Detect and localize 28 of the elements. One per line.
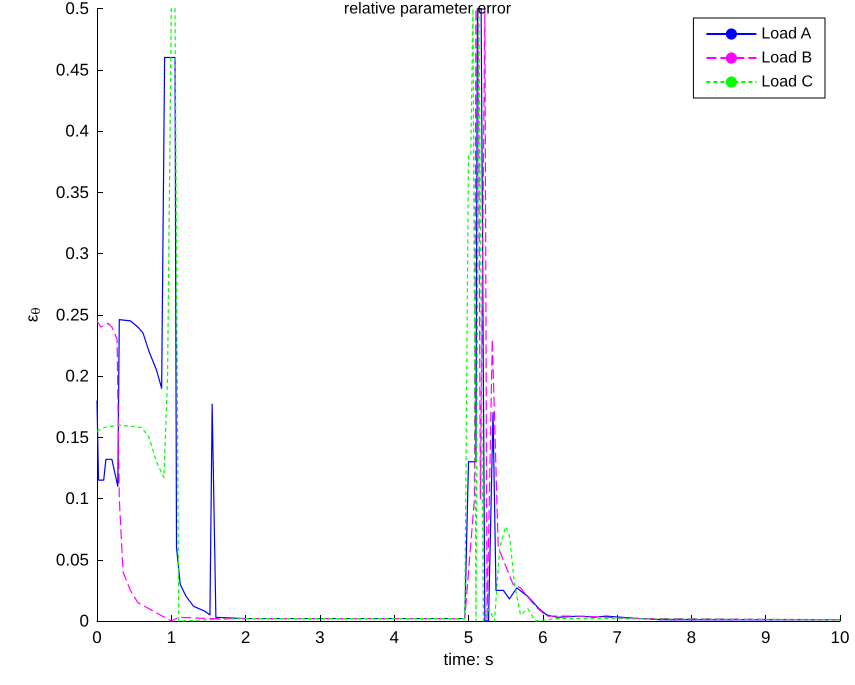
x-tick-label: 10 — [830, 628, 850, 647]
legend-label: Load A — [761, 26, 812, 42]
y-tick-label: 0.05 — [56, 550, 89, 570]
x-tick-label: 4 — [389, 628, 399, 647]
x-axis-title: time: s — [443, 650, 494, 669]
x-tick-label: 2 — [240, 628, 250, 647]
x-tick-label: 9 — [760, 628, 770, 647]
x-tick-label: 7 — [612, 628, 622, 647]
y-tick-label: 0.2 — [65, 366, 89, 386]
y-tick-label: 0.4 — [65, 122, 89, 140]
y-tick-label: 0.15 — [56, 428, 89, 447]
chart-title: relative parameter error — [344, 0, 512, 18]
y-tick-label: 0.3 — [65, 244, 89, 263]
x-tick-label: 8 — [686, 628, 696, 647]
legend-label: Load C — [761, 74, 813, 90]
y-tick-label: 0.1 — [65, 489, 89, 508]
y-tick-label: 0.25 — [56, 305, 89, 324]
x-tick-label: 6 — [538, 628, 548, 647]
y-tick-label: 0.35 — [56, 182, 89, 202]
y-tick-label: 0.5 — [65, 0, 89, 18]
y-tick-label: 0.45 — [56, 60, 89, 80]
x-tick-label: 1 — [166, 628, 176, 647]
legend-label: Load B — [761, 50, 812, 66]
y-axis-title: εθ — [22, 307, 43, 322]
y-tick-label: 0 — [80, 612, 89, 630]
x-tick-label: 3 — [315, 628, 325, 647]
x-tick-label: 5 — [464, 628, 474, 647]
x-tick-label: 0 — [92, 628, 102, 647]
